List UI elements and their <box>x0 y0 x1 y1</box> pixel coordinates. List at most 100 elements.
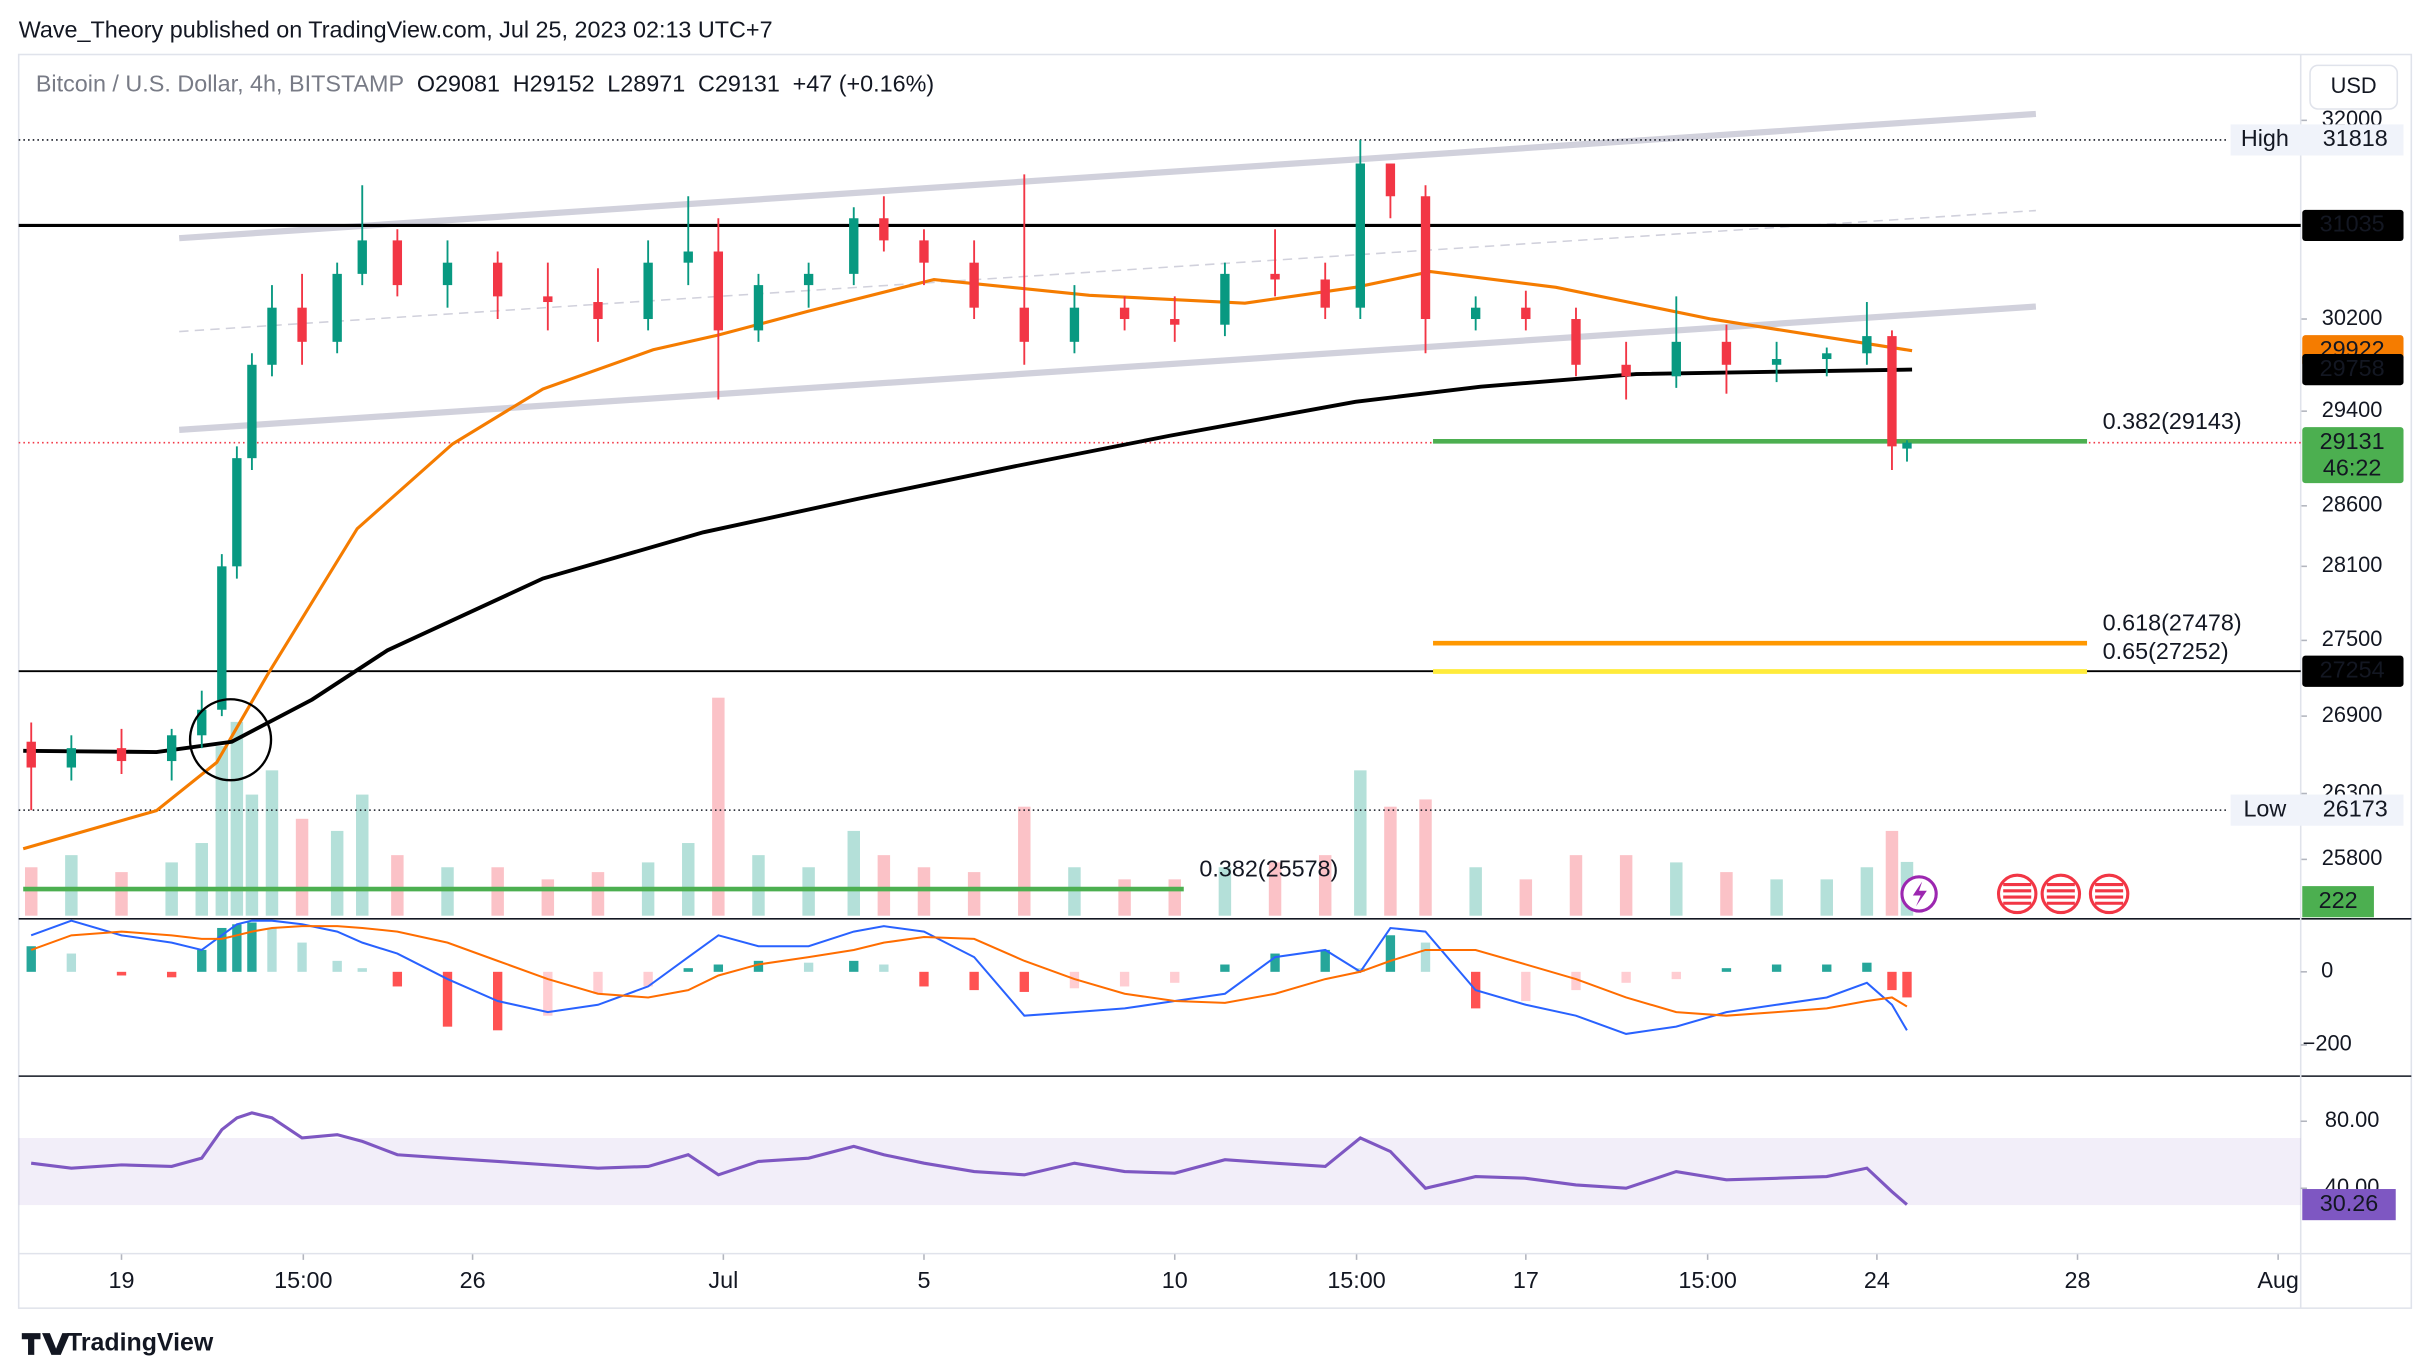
price-badge <box>2302 655 2404 687</box>
volume-bar <box>1619 855 1633 916</box>
candle-body <box>969 262 979 308</box>
macd-histogram <box>1887 971 1897 991</box>
volume-bar <box>847 830 860 916</box>
candle-body <box>1019 307 1029 342</box>
rsi-tick-label: 80.00 <box>2325 1107 2380 1132</box>
candle-body <box>217 566 227 710</box>
fib-label: 0.65(27252) <box>2103 638 2229 664</box>
macd-histogram <box>1270 953 1280 972</box>
ohlc-value: 29081 <box>435 71 500 97</box>
candle-body <box>683 251 693 263</box>
candle-body <box>1385 163 1396 197</box>
price-badge-label: 29131 <box>2320 428 2385 454</box>
x-tick-label: 5 <box>917 1267 930 1293</box>
currency-label[interactable]: USD <box>2331 73 2377 98</box>
economic-events[interactable] <box>1996 873 2130 915</box>
macd-histogram <box>247 922 257 972</box>
x-tick-label: 15:00 <box>274 1267 332 1293</box>
macd-histogram <box>332 960 342 972</box>
candle-body <box>1887 336 1897 447</box>
volume-bar <box>591 872 605 916</box>
currency-button[interactable] <box>2309 64 2399 110</box>
volume-bar <box>1469 867 1482 916</box>
symbol: Bitcoin / U.S. Dollar, 4h, BITSTAMP <box>36 71 404 97</box>
macd-histogram <box>1119 971 1130 987</box>
ohlc-label: H <box>513 71 530 97</box>
macd-histogram <box>879 964 889 972</box>
volume-bar <box>1720 872 1733 916</box>
countdown: 46:22 <box>2323 454 2381 480</box>
brand-name: TradingView <box>67 1329 214 1357</box>
legend-header: Bitcoin / U.S. Dollar, 4h, BITSTAMP O290… <box>36 71 934 97</box>
y-tick-label: 25800 <box>2322 845 2383 870</box>
extreme-value: 26173 <box>2323 795 2388 821</box>
candle-body <box>1671 341 1681 377</box>
volume-bar <box>802 867 815 916</box>
macd-histogram <box>1671 971 1681 980</box>
ohlc-value: 29131 <box>715 71 780 97</box>
candle-body <box>232 458 242 567</box>
candle-body <box>1220 273 1230 325</box>
chart-frame <box>17 53 2413 1309</box>
macd-histogram <box>1902 971 1912 998</box>
ohlc-value: 28971 <box>620 71 685 97</box>
macd-histogram <box>1320 949 1330 972</box>
flag-icon[interactable] <box>1996 873 2038 915</box>
candle-body <box>357 240 367 274</box>
candle-body <box>1270 273 1280 280</box>
volume-bar <box>115 872 128 916</box>
volume-bar <box>491 867 504 916</box>
candle-body <box>1822 353 1832 360</box>
volume-bar <box>1569 855 1583 916</box>
macd-histogram <box>593 971 603 994</box>
candle-body <box>1571 319 1581 365</box>
candle-body <box>442 262 453 286</box>
volume-bar <box>215 746 229 916</box>
macd-histogram <box>197 949 207 972</box>
macd-line <box>30 919 1908 1035</box>
channel-line <box>178 110 2037 242</box>
price-badge <box>2302 427 2404 484</box>
lightning-icon <box>1912 881 1927 907</box>
candle-body <box>247 364 257 459</box>
volume-bar <box>195 843 208 916</box>
flag-icon[interactable] <box>2040 873 2082 915</box>
y-tick-label: 30200 <box>2322 305 2383 330</box>
volume-bar <box>1419 799 1432 916</box>
extreme-label: High <box>2241 125 2289 151</box>
volume-bar <box>295 818 309 916</box>
candle-body <box>197 709 207 736</box>
candle-body <box>753 285 764 331</box>
volume-bar <box>967 872 981 916</box>
macd-histogram <box>643 971 653 987</box>
volume-bar <box>682 843 695 916</box>
volume-badge <box>2302 886 2374 918</box>
price-badge-label: 29758 <box>2320 355 2385 381</box>
macd-histogram <box>357 968 367 972</box>
channel-line <box>179 209 2036 333</box>
volume-bar <box>1860 867 1874 916</box>
flag-icon[interactable] <box>2088 873 2130 915</box>
macd-histogram <box>919 971 929 987</box>
macd-histogram <box>267 927 277 972</box>
volume-bar <box>1218 867 1232 916</box>
volume-bar <box>1384 806 1397 916</box>
macd-histogram <box>1571 971 1581 991</box>
candle-body <box>803 273 814 286</box>
x-tick-label: 28 <box>2065 1267 2091 1293</box>
candle-body <box>919 240 929 263</box>
y-tick-label: 27500 <box>2322 626 2383 651</box>
volume-bar <box>1268 862 1282 916</box>
fib-label: 0.618(27478) <box>2103 610 2242 636</box>
signal-line <box>30 925 1908 1017</box>
macd-histogram <box>1621 971 1631 983</box>
volume-bar <box>877 855 891 916</box>
ohlc-label: L <box>607 71 620 97</box>
macd-histogram <box>217 927 227 972</box>
price-badge-label: 27254 <box>2320 656 2385 682</box>
candle-body <box>1355 163 1365 308</box>
macd-histogram <box>1220 964 1230 972</box>
macd-histogram <box>1862 962 1872 972</box>
volume-badge-label: 222 <box>2319 887 2358 913</box>
volume-bar <box>1670 862 1683 916</box>
